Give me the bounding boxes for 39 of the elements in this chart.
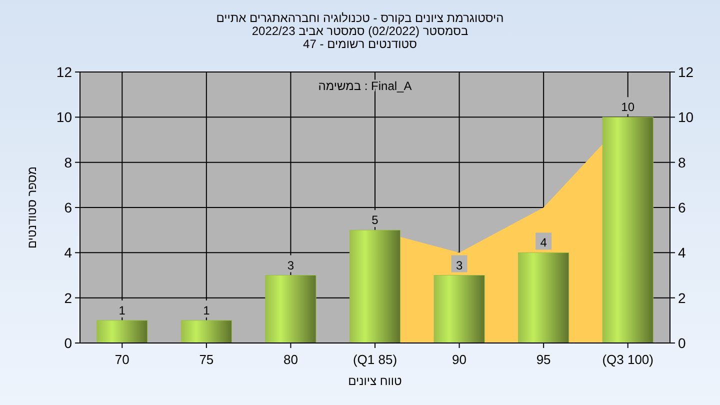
x-tick-label: 75 (199, 352, 214, 367)
chart-subtitle: בסמסטר (02/2022) סמסטר אביב 2022/23 סטודנטים רשומים - 47 (252, 24, 468, 51)
bar (180, 320, 232, 344)
data-label: 1 (118, 303, 126, 318)
data-label: 10 (621, 100, 635, 114)
y2-tick-label: 2 (678, 290, 686, 306)
x-tick-label: 95 (536, 352, 551, 367)
x-tick-label: (Q3 100) (602, 352, 654, 367)
data-label: 3 (287, 258, 294, 272)
data-label: 3 (456, 258, 463, 272)
y2-tick-label: 12 (678, 64, 694, 80)
chart-title: היסטוגרמת ציונים בקורס - טכנולוגיה וחברהאתגרים אתיים (216, 11, 504, 25)
y2-tick-label: 10 (678, 109, 694, 126)
y-tick-label: 0 (64, 335, 72, 351)
bar (518, 252, 570, 344)
x-tick-label: 80 (283, 352, 298, 367)
bar (265, 275, 316, 344)
data-label: 1 (203, 303, 210, 318)
x-tick-label: 70 (114, 352, 130, 367)
data-label: 4 (540, 236, 548, 250)
x-tick-label: (Q1 85) (352, 352, 398, 367)
y-tick-label: 12 (56, 64, 72, 80)
y2-tick-label: 8 (678, 154, 686, 170)
x-axis-title: טווח ציונים (348, 374, 402, 388)
y2-tick-label: 6 (678, 200, 686, 216)
y2-tick-label: 0 (678, 335, 686, 351)
y-tick-label: 6 (64, 200, 72, 216)
y-tick-label: 10 (56, 109, 72, 126)
data-label: 5 (372, 213, 379, 228)
y-tick-label: 4 (64, 244, 72, 261)
y-tick-label: 8 (64, 154, 72, 170)
y2-tick-label: 4 (678, 244, 686, 261)
x-tick-label: 90 (452, 352, 467, 367)
bar (434, 275, 485, 344)
y-tick-label: 2 (64, 290, 72, 306)
y-axis-title: מספר סטודנטים (25, 166, 39, 249)
bar (602, 116, 654, 344)
bar (349, 230, 401, 344)
bar (96, 320, 148, 344)
